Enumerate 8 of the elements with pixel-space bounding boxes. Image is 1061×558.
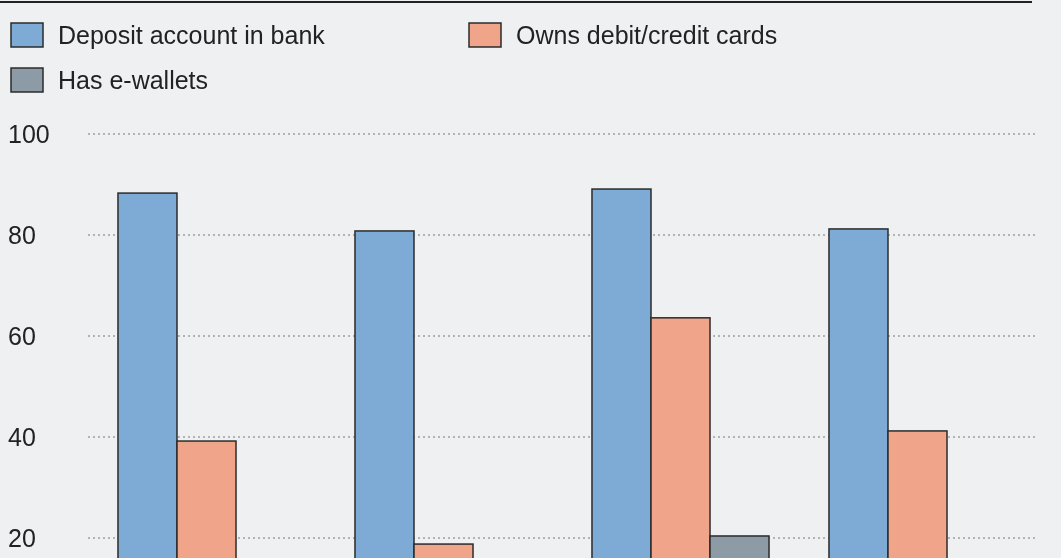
legend-label: Deposit account in bank xyxy=(58,21,326,49)
legend-label: Has e-wallets xyxy=(58,66,209,94)
legend-label: Owns debit/credit cards xyxy=(516,21,778,49)
y-tick-label: 20 xyxy=(8,524,36,552)
y-tick-label: 80 xyxy=(8,221,36,249)
y-tick-label: 60 xyxy=(8,322,36,350)
y-tick-label: 40 xyxy=(8,423,36,451)
y-tick-label: 100 xyxy=(8,120,50,148)
